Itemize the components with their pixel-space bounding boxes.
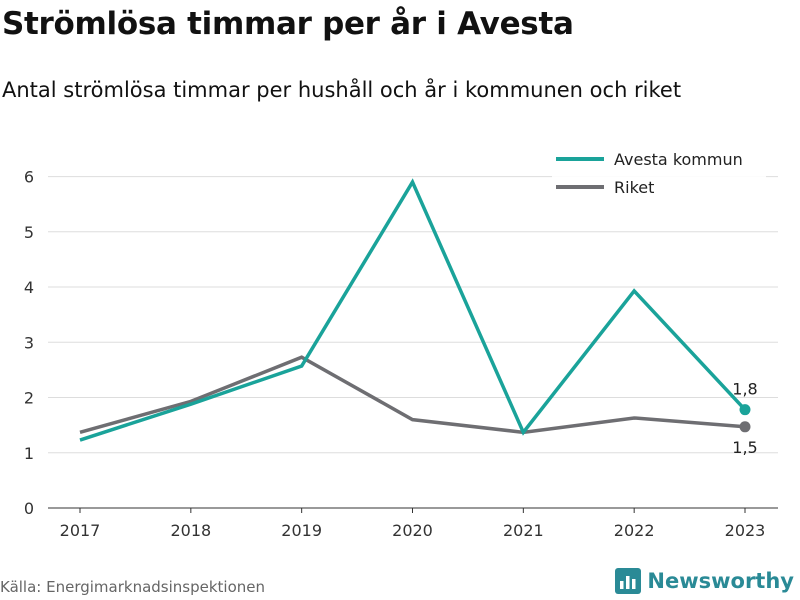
legend-label: Riket xyxy=(614,178,654,197)
source-note: Källa: Energimarknadsinspektionen xyxy=(0,578,266,596)
series-line-riket xyxy=(79,355,746,435)
x-tick-label: 2021 xyxy=(503,521,544,540)
x-tick-label: 2020 xyxy=(392,521,433,540)
series-end-point xyxy=(739,404,751,416)
series-line-avesta xyxy=(79,178,747,442)
legend-box xyxy=(552,146,766,204)
bar-chart-logo-icon xyxy=(615,568,642,594)
y-tick-label: 0 xyxy=(24,499,34,518)
x-tick-label: 2019 xyxy=(281,521,322,540)
x-tick-label: 2018 xyxy=(170,521,211,540)
y-tick-label: 2 xyxy=(24,389,34,408)
x-tick-label: 2022 xyxy=(614,521,655,540)
end-label-avesta: 1,8 xyxy=(732,380,757,399)
brand-name: Newsworthy xyxy=(647,569,794,593)
axes: 0 1 2 3 4 5 6 2017 2018 2019 2020 2021 2022 2023 xyxy=(24,168,778,540)
chart-subtitle: Antal strömlösa timmar per hushåll och å… xyxy=(2,78,682,102)
series-end-point xyxy=(739,421,751,433)
y-tick-label: 4 xyxy=(24,278,34,297)
legend-label: Avesta kommun xyxy=(614,150,743,169)
y-tick-label: 1 xyxy=(24,444,34,463)
y-tick-label: 5 xyxy=(24,223,34,242)
end-labels: 1,8 1,5 xyxy=(732,380,757,457)
series xyxy=(79,178,751,442)
y-tick-label: 6 xyxy=(24,168,34,187)
chart-title: Strömlösa timmar per år i Avesta xyxy=(2,6,574,42)
x-tick-label: 2023 xyxy=(725,521,766,540)
y-tick-label: 3 xyxy=(24,333,34,352)
end-label-riket: 1,5 xyxy=(732,438,757,457)
legend: Avesta kommun Riket xyxy=(552,146,766,204)
brand-logo: Newsworthy xyxy=(615,568,794,594)
x-tick-label: 2017 xyxy=(60,521,101,540)
